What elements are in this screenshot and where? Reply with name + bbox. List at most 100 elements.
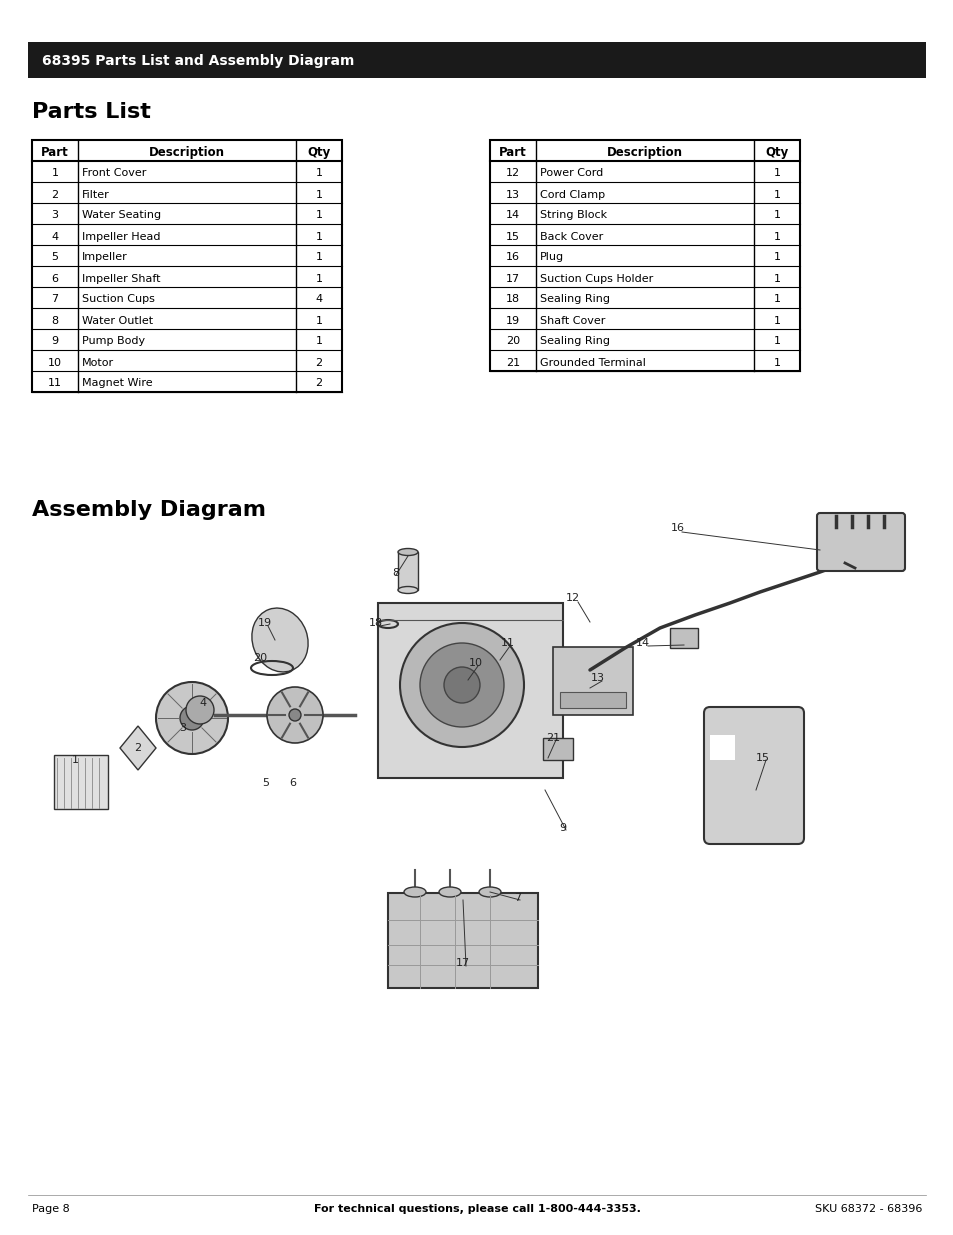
Text: Sealing Ring: Sealing Ring <box>539 336 609 347</box>
Text: For technical questions, please call 1-800-444-3353.: For technical questions, please call 1-8… <box>314 1204 639 1214</box>
Text: 19: 19 <box>257 618 272 629</box>
Text: 2: 2 <box>315 378 322 389</box>
Text: 7: 7 <box>514 893 521 903</box>
Bar <box>388 893 537 988</box>
Text: Qty: Qty <box>764 146 788 159</box>
Text: 1: 1 <box>773 273 780 284</box>
Text: 1: 1 <box>71 755 78 764</box>
Text: 2: 2 <box>51 189 58 200</box>
Circle shape <box>443 667 479 703</box>
Text: 3: 3 <box>179 722 186 734</box>
Text: SKU 68372 - 68396: SKU 68372 - 68396 <box>814 1204 921 1214</box>
Text: 9: 9 <box>558 823 566 832</box>
Text: 11: 11 <box>48 378 62 389</box>
Circle shape <box>419 643 503 727</box>
Text: 16: 16 <box>505 252 519 263</box>
Text: 9: 9 <box>51 336 58 347</box>
Text: 18: 18 <box>369 618 383 629</box>
Text: 21: 21 <box>545 734 559 743</box>
Text: Front Cover: Front Cover <box>82 168 146 179</box>
Text: 4: 4 <box>315 294 322 305</box>
Text: 1: 1 <box>315 189 322 200</box>
Text: 1: 1 <box>773 336 780 347</box>
Bar <box>28 42 925 78</box>
Text: Description: Description <box>606 146 682 159</box>
Text: Back Cover: Back Cover <box>539 231 602 242</box>
FancyBboxPatch shape <box>816 513 904 571</box>
Text: Water Outlet: Water Outlet <box>82 315 153 326</box>
Text: Shaft Cover: Shaft Cover <box>539 315 605 326</box>
Text: Cord Clamp: Cord Clamp <box>539 189 604 200</box>
Text: 2: 2 <box>315 357 322 368</box>
Text: 1: 1 <box>773 168 780 179</box>
Text: 13: 13 <box>505 189 519 200</box>
Text: 4: 4 <box>51 231 58 242</box>
Text: 1: 1 <box>315 336 322 347</box>
Text: Part: Part <box>41 146 69 159</box>
Text: 19: 19 <box>505 315 519 326</box>
Text: 1: 1 <box>773 210 780 221</box>
Text: Water Seating: Water Seating <box>82 210 161 221</box>
Text: 17: 17 <box>456 958 470 968</box>
Ellipse shape <box>403 887 426 897</box>
Text: Filter: Filter <box>82 189 110 200</box>
Bar <box>490 140 800 370</box>
Text: 10: 10 <box>469 658 482 668</box>
Text: 20: 20 <box>505 336 519 347</box>
Bar <box>553 647 633 715</box>
Text: 1: 1 <box>773 294 780 305</box>
Text: 20: 20 <box>253 653 267 663</box>
Text: 1: 1 <box>51 168 58 179</box>
Text: 1: 1 <box>315 168 322 179</box>
Text: 8: 8 <box>51 315 58 326</box>
Text: Description: Description <box>149 146 225 159</box>
Bar <box>669 629 698 648</box>
Polygon shape <box>120 726 156 769</box>
Text: 4: 4 <box>199 698 207 708</box>
Circle shape <box>186 697 213 724</box>
Text: 5: 5 <box>51 252 58 263</box>
Text: Qty: Qty <box>307 146 331 159</box>
Text: 13: 13 <box>590 673 604 683</box>
Text: 1: 1 <box>315 252 322 263</box>
Circle shape <box>180 706 204 730</box>
Text: Plug: Plug <box>539 252 563 263</box>
Text: Page 8: Page 8 <box>32 1204 70 1214</box>
Text: 1: 1 <box>773 315 780 326</box>
Text: 1: 1 <box>773 231 780 242</box>
Text: 68395 Parts List and Assembly Diagram: 68395 Parts List and Assembly Diagram <box>42 54 354 68</box>
Text: 16: 16 <box>670 522 684 534</box>
Text: 15: 15 <box>505 231 519 242</box>
Text: Impeller Head: Impeller Head <box>82 231 160 242</box>
Circle shape <box>156 682 228 755</box>
Bar <box>32 140 341 391</box>
Text: Impeller Shaft: Impeller Shaft <box>82 273 160 284</box>
Text: Suction Cups Holder: Suction Cups Holder <box>539 273 653 284</box>
Ellipse shape <box>397 548 417 556</box>
Text: Grounded Terminal: Grounded Terminal <box>539 357 645 368</box>
Text: 5: 5 <box>262 778 269 788</box>
Text: 14: 14 <box>505 210 519 221</box>
Text: 12: 12 <box>565 593 579 603</box>
Text: 14: 14 <box>636 638 649 648</box>
Text: Assembly Diagram: Assembly Diagram <box>32 500 266 520</box>
Text: Power Cord: Power Cord <box>539 168 602 179</box>
Text: 2: 2 <box>134 743 141 753</box>
Text: 1: 1 <box>315 210 322 221</box>
Text: Suction Cups: Suction Cups <box>82 294 154 305</box>
Text: 1: 1 <box>773 357 780 368</box>
Text: Part: Part <box>498 146 526 159</box>
Text: 1: 1 <box>315 231 322 242</box>
Text: 10: 10 <box>48 357 62 368</box>
Bar <box>559 692 625 708</box>
Text: 8: 8 <box>392 568 399 578</box>
Text: 11: 11 <box>500 638 515 648</box>
Ellipse shape <box>438 887 460 897</box>
Text: Pump Body: Pump Body <box>82 336 145 347</box>
Bar <box>377 603 562 778</box>
Circle shape <box>289 709 301 721</box>
Ellipse shape <box>478 887 500 897</box>
Text: 1: 1 <box>773 189 780 200</box>
Text: 6: 6 <box>289 778 296 788</box>
Text: Parts List: Parts List <box>32 103 151 122</box>
